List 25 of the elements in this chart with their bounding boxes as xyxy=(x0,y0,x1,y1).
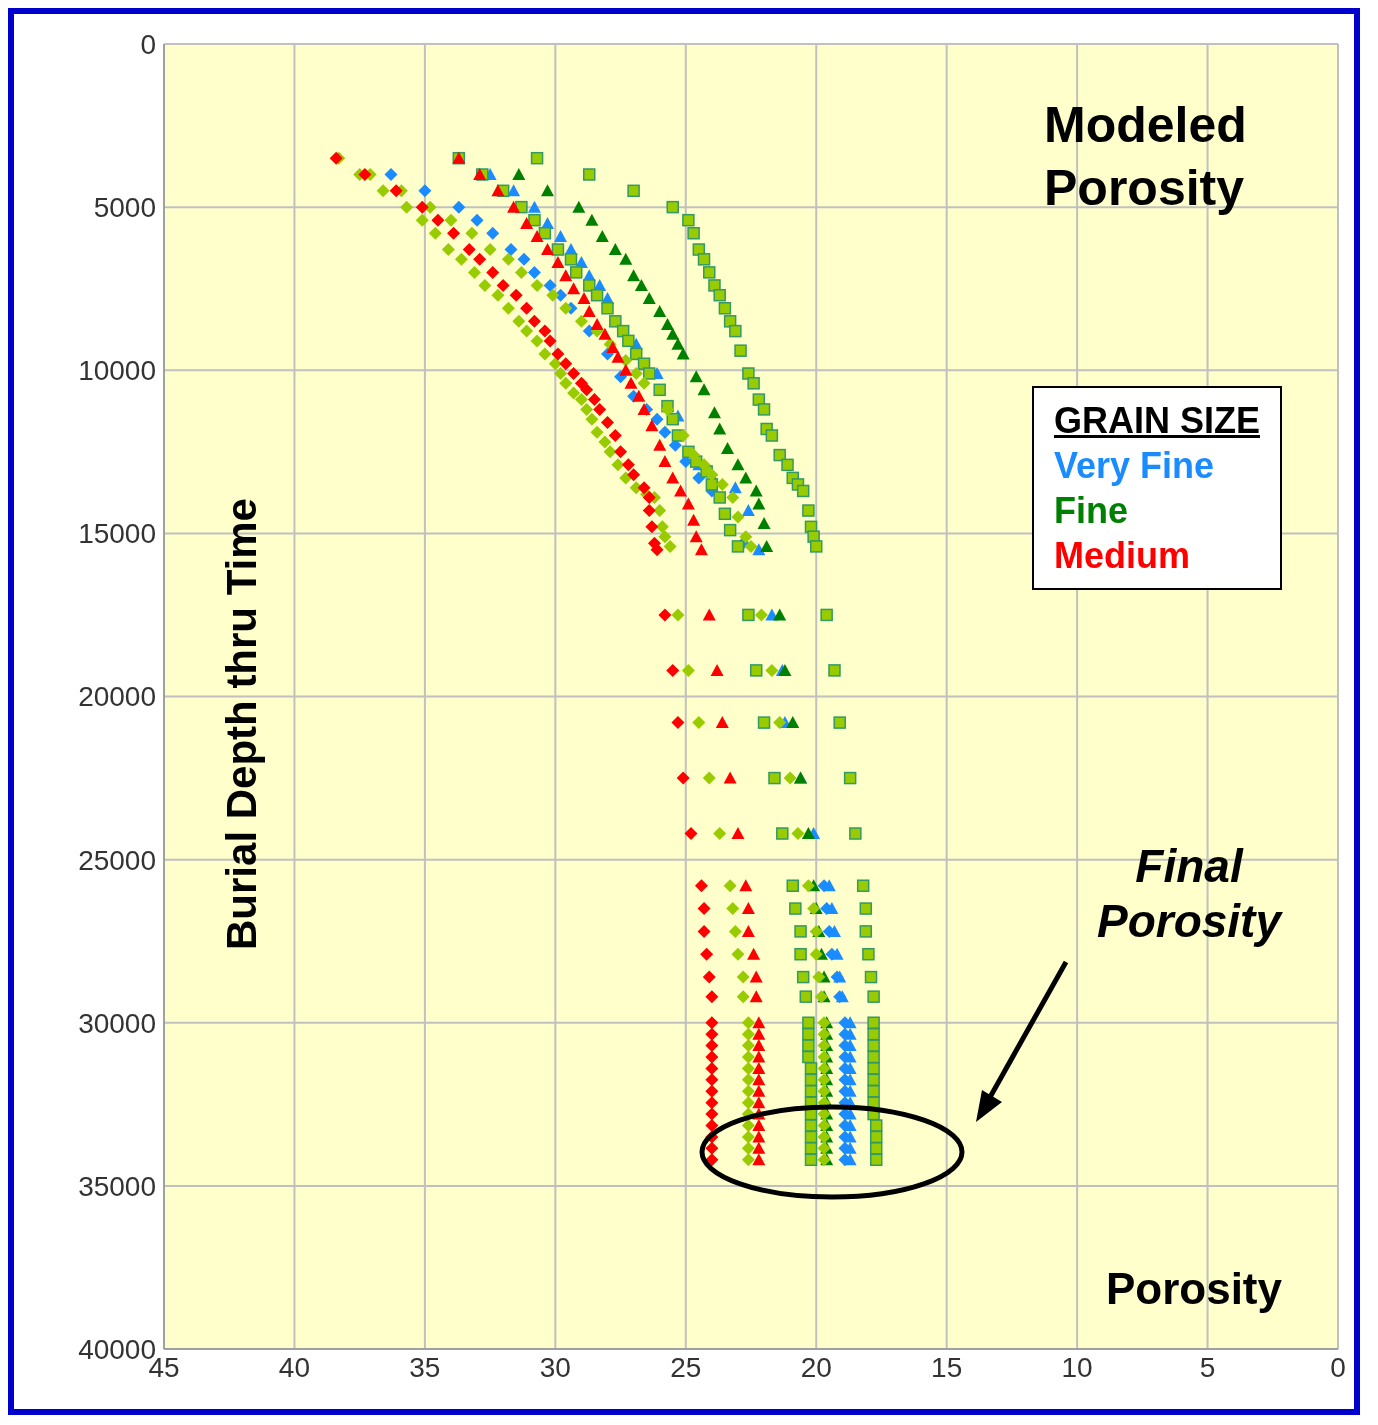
y-tick-label: 15000 xyxy=(78,518,156,550)
x-tick-label: 35 xyxy=(409,1351,441,1383)
y-tick-label: 0 xyxy=(140,28,156,60)
y-tick-label: 30000 xyxy=(78,1007,156,1039)
x-tick-label: 40 xyxy=(278,1351,311,1383)
text: Modeled Porosity xyxy=(1044,96,1248,218)
x-tick-label: 10 xyxy=(1061,1351,1093,1383)
x-tick-label: 0 xyxy=(1330,1351,1346,1383)
y-axis-title: Burial Depth thru Time xyxy=(218,498,266,950)
y-tick-label: 35000 xyxy=(78,1170,156,1202)
text: Fine xyxy=(1053,489,1129,533)
x-axis-title: Porosity xyxy=(1105,1264,1282,1314)
y-tick-label: 5000 xyxy=(93,192,156,224)
x-tick-label: 15 xyxy=(931,1351,963,1383)
text: Very Fine xyxy=(1053,444,1216,488)
y-tick-label: 20000 xyxy=(78,681,156,713)
text: Medium xyxy=(1053,534,1191,578)
x-tick-label: 30 xyxy=(539,1351,571,1383)
x-tick-label: 5 xyxy=(1199,1351,1216,1383)
x-tick-label: 20 xyxy=(800,1351,832,1383)
y-tick-label: 25000 xyxy=(78,844,156,876)
x-tick-label: 25 xyxy=(670,1351,702,1383)
legend-title: GRAIN SIZE xyxy=(1053,399,1260,443)
y-tick-label: 10000 xyxy=(78,355,156,387)
annotation: Final Porosity xyxy=(1095,839,1284,950)
